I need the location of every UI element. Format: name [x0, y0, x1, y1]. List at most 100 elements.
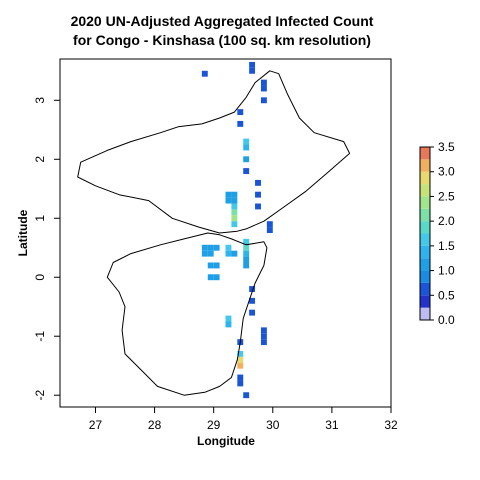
- legend-label: 2.5: [438, 189, 455, 203]
- heatmap-cell: [249, 309, 256, 316]
- legend-swatch: [420, 307, 430, 320]
- heatmap-cell: [231, 197, 238, 204]
- chart-title-line-2: for Congo - Kinshasa (100 sq. km resolut…: [73, 32, 371, 48]
- heatmap-cell: [260, 97, 267, 104]
- legend-label: 1.5: [438, 239, 455, 253]
- country-outline: [77, 70, 351, 396]
- x-axis: 27 28 29 30 31 32: [89, 407, 398, 432]
- heatmap-cell: [237, 109, 244, 116]
- legend-swatch: [420, 258, 430, 271]
- legend-frame: [419, 146, 431, 321]
- heatmap-cells: [201, 61, 273, 399]
- legend-swatch: [420, 184, 430, 197]
- heatmap-cell: [249, 67, 256, 74]
- heatmap-cell: [231, 209, 238, 216]
- heatmap-cell: [249, 286, 256, 292]
- heatmap-cell: [243, 168, 250, 175]
- province-outline-north: [77, 70, 351, 234]
- legend-swatch: [420, 270, 430, 283]
- heatmap-cell: [231, 203, 238, 210]
- chart-title: 2020 UN-Adjusted Aggregated Infected Cou…: [71, 13, 374, 48]
- legend-swatch: [420, 147, 430, 160]
- y-tick-label: 1: [33, 215, 47, 222]
- heatmap-cell: [207, 274, 214, 281]
- heatmap-cell: [260, 85, 267, 92]
- heatmap-cell: [243, 244, 250, 251]
- heatmap-cell: [249, 61, 256, 68]
- heatmap-cell: [260, 327, 267, 334]
- heatmap-cell: [255, 179, 261, 186]
- legend-swatch: [420, 159, 430, 172]
- legend-swatch: [420, 208, 430, 222]
- legend-swatch: [420, 295, 430, 308]
- heatmap-cell: [243, 138, 250, 145]
- x-tick-label: 32: [384, 418, 398, 432]
- heatmap-cell: [266, 227, 273, 233]
- heatmap-cell: [207, 244, 214, 251]
- heatmap-cell: [225, 244, 232, 251]
- chart-title-line-1: 2020 UN-Adjusted Aggregated Infected Cou…: [71, 13, 374, 29]
- legend-label: 0.5: [438, 288, 455, 302]
- heatmap-cell: [231, 191, 238, 198]
- heatmap-cell: [237, 362, 244, 369]
- legend-label: 2.0: [438, 214, 455, 228]
- x-tick-label: 30: [266, 418, 280, 432]
- y-tick-label: -1: [33, 331, 47, 342]
- heatmap-cell: [201, 244, 208, 251]
- heatmap-cell: [260, 79, 267, 86]
- heatmap-cell: [213, 262, 220, 269]
- y-tick-label: 2: [33, 156, 47, 163]
- heatmap-cell: [243, 144, 250, 151]
- x-tick-label: 28: [148, 418, 162, 432]
- legend-swatch: [420, 233, 430, 246]
- heatmap-cell: [231, 215, 238, 222]
- heatmap-cell: [225, 191, 232, 198]
- heatmap-cell: [266, 221, 273, 228]
- legend-swatch: [420, 282, 430, 296]
- heatmap-cell: [260, 333, 267, 340]
- heatmap-cell: [260, 339, 267, 346]
- legend-label: 1.0: [438, 264, 455, 278]
- heatmap-cell: [231, 250, 238, 257]
- heatmap-cell: [207, 250, 214, 257]
- legend-swatch: [420, 196, 430, 209]
- heatmap-cell: [201, 70, 208, 77]
- legend-label: 3.0: [438, 165, 455, 179]
- y-tick-label: -2: [33, 390, 47, 401]
- heatmap-cell: [243, 256, 250, 263]
- heatmap-cell: [243, 156, 250, 163]
- province-outline-south: [106, 232, 268, 396]
- heatmap-cell: [225, 197, 232, 204]
- heatmap-cell: [237, 350, 244, 357]
- heatmap-cell: [231, 221, 238, 228]
- legend-label: 3.5: [438, 140, 455, 154]
- y-axis-title: Latitude: [16, 209, 30, 256]
- heatmap-cell: [213, 274, 220, 281]
- heatmap-cell: [243, 238, 250, 245]
- x-axis-title: Longitude: [197, 434, 255, 448]
- heatmap-cell: [255, 191, 261, 198]
- legend-swatch: [420, 171, 430, 185]
- heatmap-cell: [201, 250, 208, 257]
- y-tick-label: 0: [33, 274, 47, 281]
- heatmap-cell: [213, 244, 220, 251]
- plot-frame: [59, 58, 392, 408]
- color-legend: 0.0 0.5 1.0 1.5 2.0 2.5 3.0 3.5: [419, 140, 455, 327]
- x-tick-label: 27: [89, 418, 103, 432]
- heatmap-cell: [237, 356, 244, 363]
- x-tick-label: 31: [325, 418, 339, 432]
- y-axis: -2 -1 0 1 2 3: [33, 97, 60, 401]
- heatmap-cell: [225, 250, 232, 257]
- heatmap-cell: [243, 392, 250, 399]
- legend-label: 0.0: [438, 313, 455, 327]
- heatmap-cell: [249, 297, 256, 304]
- y-tick-label: 3: [33, 97, 47, 104]
- x-tick-label: 29: [207, 418, 221, 432]
- legend-swatch: [420, 221, 430, 234]
- heatmap-cell: [225, 321, 232, 328]
- heatmap-cell: [225, 315, 232, 322]
- heatmap-cell: [207, 262, 214, 269]
- heatmap-cell: [255, 203, 261, 210]
- legend-swatch: [420, 245, 430, 259]
- heatmap-cell: [243, 250, 250, 257]
